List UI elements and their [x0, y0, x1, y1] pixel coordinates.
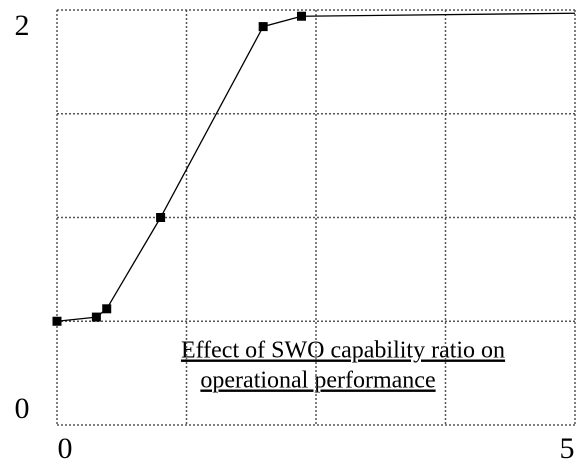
x-tick-label: 0 [58, 432, 73, 465]
y-tick-label: 0 [15, 392, 30, 425]
marker [52, 316, 62, 326]
y-tick-label: 2 [15, 9, 30, 42]
line [56, 15, 302, 322]
marker [91, 312, 101, 322]
annotation: operational performance [200, 368, 435, 394]
marker [258, 22, 268, 32]
annotation: Effect of SWO capability ratio on [181, 338, 505, 364]
marker [296, 11, 306, 21]
x-tick-label: 5 [560, 432, 575, 465]
marker [156, 213, 166, 222]
line-extension [301, 12, 576, 17]
marker [102, 304, 112, 314]
